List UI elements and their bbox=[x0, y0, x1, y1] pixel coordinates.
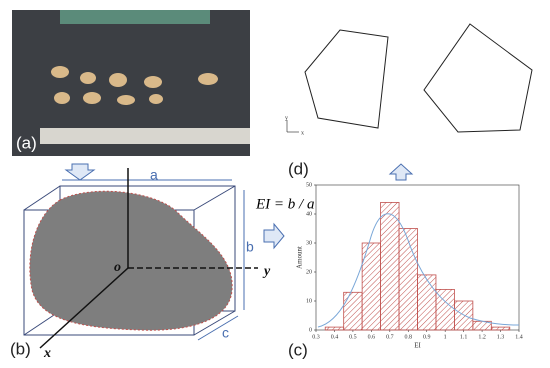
equation: EI = b / a bbox=[255, 196, 314, 212]
x-axis-label: EI bbox=[414, 342, 421, 350]
x-tick-label: 0.8 bbox=[405, 334, 413, 340]
arrow bbox=[388, 163, 414, 181]
axis-label: y bbox=[262, 264, 271, 279]
x-tick-label: 1 bbox=[444, 334, 447, 340]
inset-axis-label: x bbox=[301, 130, 304, 136]
bar bbox=[398, 228, 418, 331]
x-tick-label: 0.9 bbox=[423, 334, 431, 340]
inset-axis-label: y bbox=[285, 115, 288, 121]
bar bbox=[324, 326, 345, 331]
y-tick-label: 0 bbox=[309, 327, 312, 333]
bar bbox=[380, 201, 400, 331]
dimension-label: c bbox=[222, 325, 229, 341]
polygon bbox=[304, 29, 389, 129]
panel-label: (b) bbox=[10, 339, 31, 358]
x-tick-label: 0.6 bbox=[368, 334, 376, 340]
origin-label: o bbox=[114, 260, 121, 275]
bar bbox=[454, 300, 474, 331]
x-tick-label: 1.1 bbox=[460, 334, 468, 340]
y-tick-label: 40 bbox=[306, 211, 312, 217]
dimension-label: a bbox=[150, 167, 158, 183]
y-tick-label: 30 bbox=[306, 240, 312, 246]
rock bbox=[29, 190, 233, 331]
bar bbox=[417, 274, 437, 331]
y-tick-label: 20 bbox=[306, 269, 312, 275]
dimension-lines bbox=[62, 179, 245, 341]
y-tick-label: 10 bbox=[306, 298, 312, 304]
x-tick-label: 1.3 bbox=[497, 334, 505, 340]
bar bbox=[343, 291, 363, 331]
panel-label: (c) bbox=[288, 340, 308, 359]
scale-device bbox=[60, 10, 210, 24]
inset-axes bbox=[286, 120, 299, 133]
x-tick-label: 0.4 bbox=[331, 334, 339, 340]
samples bbox=[51, 66, 218, 105]
coordinate-axes bbox=[39, 168, 258, 349]
panel-label: (a) bbox=[16, 133, 37, 152]
panel-label: (d) bbox=[288, 159, 309, 178]
y-axis-label: Amount bbox=[296, 246, 304, 269]
x-tick-label: 1.4 bbox=[515, 334, 523, 340]
dimension-label: b bbox=[246, 239, 254, 255]
axis-label: x bbox=[43, 346, 51, 361]
polygon bbox=[423, 23, 533, 133]
arrow bbox=[64, 163, 96, 181]
y-tick-label: 50 bbox=[306, 182, 312, 188]
x-tick-label: 1.2 bbox=[478, 334, 486, 340]
x-tick-label: 0.5 bbox=[349, 334, 357, 340]
x-tick-label: 0.7 bbox=[386, 334, 394, 340]
fit-curve bbox=[317, 213, 520, 328]
bar bbox=[490, 326, 511, 331]
x-tick-label: 0.3 bbox=[312, 334, 320, 340]
arrow bbox=[263, 222, 285, 250]
ruler bbox=[40, 128, 250, 144]
